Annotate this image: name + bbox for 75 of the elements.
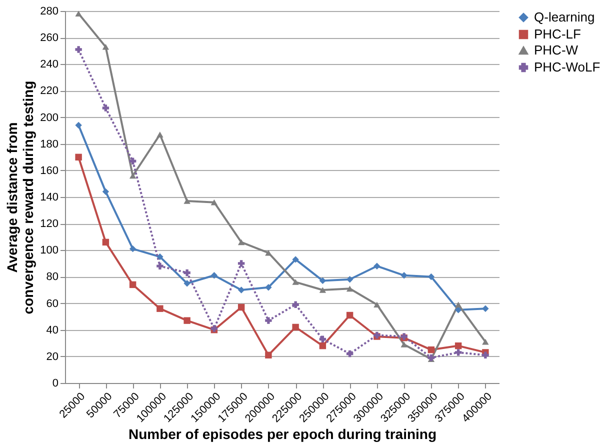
y-tick-label: 40 — [46, 324, 58, 336]
point — [265, 352, 272, 358]
y-tick-label: 0 — [52, 378, 58, 390]
legend-label: PHC-LF — [534, 26, 582, 42]
y-tick-label: 100 — [40, 244, 58, 257]
point — [184, 269, 190, 276]
y-tick-label: 200 — [40, 112, 58, 124]
point — [319, 336, 326, 343]
point — [75, 154, 82, 160]
point — [428, 346, 435, 354]
point — [400, 272, 408, 279]
point — [374, 302, 380, 308]
point — [292, 301, 299, 308]
y-tick-label: 140 — [40, 192, 58, 204]
point — [238, 304, 245, 311]
point — [265, 284, 272, 291]
point — [156, 262, 164, 270]
point — [75, 122, 82, 129]
point — [238, 260, 245, 267]
point — [129, 245, 136, 252]
point — [346, 350, 354, 358]
point — [454, 306, 462, 314]
point — [482, 352, 489, 358]
y-tick-label: 220 — [40, 85, 58, 98]
y-tick-label: 240 — [40, 58, 58, 71]
point — [129, 158, 136, 164]
point — [102, 238, 110, 246]
point — [265, 317, 272, 324]
point — [210, 272, 218, 279]
point — [454, 342, 462, 350]
x-axis-title: Number of episodes per epoch during training — [128, 426, 437, 442]
point — [238, 286, 245, 294]
point — [482, 338, 489, 345]
y-tick-label: 80 — [46, 271, 58, 284]
point — [184, 198, 190, 204]
point — [319, 342, 326, 350]
point — [319, 277, 326, 284]
point — [454, 302, 462, 308]
legend-label: Q-learning — [534, 10, 595, 24]
point — [156, 253, 164, 260]
legend-label: PHC-WoLF — [534, 60, 600, 74]
y-tick-label: 180 — [40, 138, 58, 150]
point — [454, 349, 462, 356]
y-axis-title: Average distance from convergence reward during testing — [4, 80, 36, 314]
point — [319, 287, 326, 293]
point — [238, 239, 245, 246]
point — [346, 276, 354, 283]
point — [184, 280, 190, 287]
point — [102, 188, 110, 196]
point — [400, 342, 408, 348]
point — [346, 286, 354, 292]
y-tick-label: 20 — [46, 350, 58, 363]
y-tick-label: 160 — [40, 164, 58, 177]
point — [292, 324, 299, 331]
point — [75, 10, 82, 17]
y-tick-label: 280 — [40, 6, 58, 18]
point — [346, 312, 354, 319]
point — [292, 279, 299, 285]
point — [75, 46, 82, 53]
point — [210, 199, 218, 206]
point — [428, 273, 435, 280]
point — [184, 317, 190, 324]
legend-label: PHC-W — [534, 42, 579, 58]
point — [102, 104, 110, 112]
point — [482, 305, 489, 312]
point — [156, 305, 164, 312]
point — [129, 281, 136, 288]
point — [156, 132, 164, 138]
y-tick-label: 260 — [40, 32, 58, 44]
y-tick-label: 60 — [46, 298, 58, 310]
point — [292, 256, 299, 263]
point — [265, 250, 272, 256]
y-tick-label: 120 — [40, 218, 58, 230]
point — [102, 44, 110, 50]
point — [374, 262, 380, 270]
